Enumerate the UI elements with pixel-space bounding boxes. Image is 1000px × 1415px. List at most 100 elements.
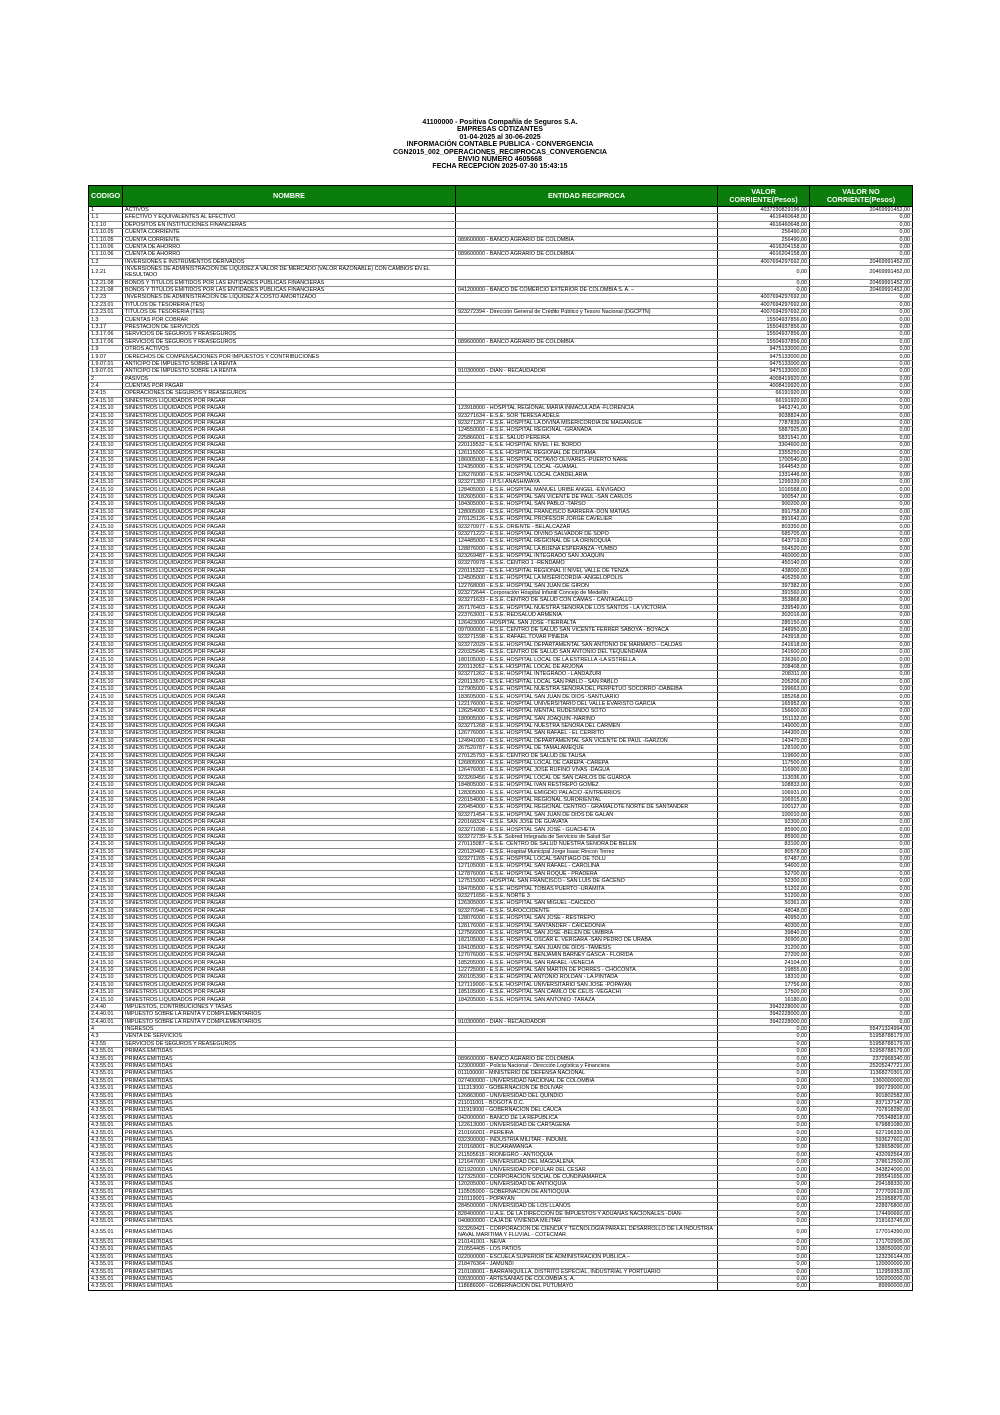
table-row: 4.3.55.01 PRIMAS EMITIDAS 022000000 - ESCU… (88, 1253, 913, 1262)
account-name-cell: SINIESTROS LIQUIDADOS POR PAGAR (122, 914, 456, 923)
account-name-cell: OPERACIONES DE SEGUROS Y REASEGUROS (122, 389, 456, 398)
entity-cell: 923271268 - E.S.E. HOSPITAL NUESTRA SEÑO… (455, 722, 718, 731)
current-value-cell: 36900,00 (717, 936, 810, 945)
noncurrent-value-cell: 0,00 (809, 1010, 913, 1019)
entity-cell: 122613000 - UNIVERSIDAD DE CARTAGENA (455, 1121, 718, 1130)
account-name-cell: PRIMAS EMITIDAS (122, 1210, 456, 1219)
code-cell: 2.4.15.10 (88, 426, 123, 435)
account-name-cell: SINIESTROS LIQUIDADOS POR PAGAR (122, 619, 456, 627)
noncurrent-value-cell: 295541656,00 (809, 1173, 913, 1182)
entity-cell: 124350000 - E.S.E. HOSPITAL LOCAL -GUAMA… (455, 463, 718, 472)
noncurrent-value-cell: 0,00 (809, 559, 913, 568)
table-row: 2.4.15.10 SINIESTROS LIQUIDADOS POR PAGAR… (88, 426, 913, 435)
entity-cell: 923272739- E.S.E. Subred Integrada de Se… (455, 833, 718, 842)
code-cell: 4.3.55.01 (88, 1158, 123, 1167)
noncurrent-value-cell: 0,00 (809, 641, 913, 650)
table-row: 1.9.07 DERECHOS DE COMPENSACIONES POR IMP… (88, 352, 913, 361)
current-value-cell: 256490,00 (717, 236, 810, 244)
code-cell: 4 (88, 1025, 123, 1034)
code-cell: 2.4.15.10 (88, 707, 123, 716)
entity-cell: 923272394 - Dirección General de Crédito… (455, 308, 718, 317)
account-name-cell: PRIMAS EMITIDAS (122, 1253, 456, 1262)
current-value-cell: 643719,00 (717, 537, 810, 546)
code-cell: 2.4.15.10 (88, 493, 123, 502)
code-cell: 4.3.55.01 (88, 1121, 123, 1130)
current-value-cell: 66191920,00 (717, 397, 810, 406)
noncurrent-value-cell: 0,00 (809, 537, 913, 546)
noncurrent-value-cell: 0,00 (809, 936, 913, 945)
entity-cell (455, 1032, 718, 1041)
noncurrent-value-cell: 0,00 (809, 774, 913, 783)
entity-cell: 097000000 - E.S.E. CENTRO DE SALUD SAN V… (455, 626, 718, 635)
table-row: 4.3.55.01 PRIMAS EMITIDAS 120205000 - UNIV… (88, 1180, 913, 1189)
table-row: 2.4.15.10 SINIESTROS LIQUIDADOS POR PAGAR… (88, 648, 913, 657)
code-cell: 4.3.55.01 (88, 1188, 123, 1196)
entity-cell: 182605000 - E.S.E. HOSPITAL SAN VICENTE … (455, 493, 718, 502)
table-row: 2.4.15.10 SINIESTROS LIQUIDADOS POR PAGAR… (88, 574, 913, 583)
current-value-cell: 243918,00 (717, 633, 810, 642)
code-cell: 2.4.40 (88, 1003, 123, 1012)
entity-cell: 923271634 - E.S.E. SOR TERESA ADELE (455, 412, 718, 420)
current-value-cell: 285150,00 (717, 619, 810, 627)
account-name-cell: SINIESTROS LIQUIDADOS POR PAGAR (122, 449, 456, 457)
entity-cell: 111313000 - GOBERNACIÓN DE BOLIVAR (455, 1084, 718, 1093)
current-value-cell: 3942228000,00 (717, 1003, 810, 1012)
entity-cell (455, 221, 718, 230)
noncurrent-value-cell: 0,00 (809, 404, 913, 413)
entity-cell (455, 389, 718, 398)
column-header-codigo: CODIGO (88, 185, 123, 207)
account-name-cell: SINIESTROS LIQUIDADOS POR PAGAR (122, 493, 456, 502)
entity-cell: 923271633 - E.S.E. CENTRO DE SALUD CON C… (455, 596, 718, 605)
entity-cell: 270125126 - E.S.E. HOSPITAL PROFESOR JOR… (455, 515, 718, 524)
code-cell: 2.4.15.10 (88, 478, 123, 487)
current-value-cell: 248950,00 (717, 626, 810, 635)
noncurrent-value-cell: 378612500,00 (809, 1158, 913, 1167)
account-name-cell: SINIESTROS LIQUIDADOS POR PAGAR (122, 981, 456, 990)
code-cell: 1.3.17.06 (88, 330, 123, 339)
noncurrent-value-cell: 0,00 (809, 1018, 913, 1027)
account-name-cell: DERECHOS DE COMPENSACIONES POR IMPUESTOS… (122, 352, 456, 361)
noncurrent-value-cell: 20469991452,00 (809, 258, 913, 267)
noncurrent-value-cell: 0,00 (809, 1003, 913, 1012)
entity-cell: 923271656 - E.S.E. NORTE 3 (455, 892, 718, 901)
code-cell: 2.4.15.10 (88, 774, 123, 783)
noncurrent-value-cell: 0,00 (809, 944, 913, 953)
entity-cell (455, 228, 718, 237)
entity-cell: 127105000 - E.S.E. HOSPITAL SAN RAFAEL -… (455, 862, 718, 871)
current-value-cell: 4037290829196,00 (717, 206, 810, 215)
code-cell: 2.4.40.01 (88, 1010, 123, 1019)
entity-cell: 910300000 - DIAN - RECAUDADOR (455, 1018, 718, 1027)
code-cell: 2.4.15.10 (88, 559, 123, 568)
code-cell: 4.3.55.01 (88, 1275, 123, 1284)
current-value-cell: 116900,00 (717, 766, 810, 775)
account-name-cell: PRIMAS EMITIDAS (122, 1275, 456, 1284)
report-header: 41100000 - Positiva Compañía de Seguros … (0, 119, 1000, 171)
entity-cell: 923271262 - E.S.E. HOSPITAL INTEGRADO - … (455, 670, 718, 679)
noncurrent-value-cell: 990729000,00 (809, 1084, 913, 1093)
noncurrent-value-cell: 0,00 (809, 655, 913, 664)
code-cell: 4.3.55.01 (88, 1245, 123, 1254)
noncurrent-value-cell: 11368270301,00 (809, 1069, 913, 1078)
table-row: 2.4.15.10 SINIESTROS LIQUIDADOS POR PAGAR… (88, 663, 913, 672)
noncurrent-value-cell: 0,00 (809, 670, 913, 679)
table-row: 2.4.15.10 SINIESTROS LIQUIDADOS POR PAGAR… (88, 626, 913, 635)
account-name-cell: SINIESTROS LIQUIDADOS POR PAGAR (122, 530, 456, 539)
code-cell: 2.4.15.10 (88, 567, 123, 576)
account-name-cell: SINIESTROS LIQUIDADOS POR PAGAR (122, 412, 456, 420)
entity-cell: 128305000 - E.S.E. HOSPITAL EMIGDIO PALA… (455, 788, 718, 797)
account-name-cell: INVERSIONES DE ADMINISTRACIÓN DE LIQUIDE… (122, 265, 456, 280)
account-name-cell: SINIESTROS LIQUIDADOS POR PAGAR (122, 729, 456, 738)
current-value-cell: 0,00 (717, 286, 810, 295)
current-value-cell: 50361,00 (717, 899, 810, 908)
current-value-cell: 205206,00 (717, 678, 810, 687)
column-header-nombre: NOMBRE (122, 185, 456, 207)
account-name-cell: IMPUESTO SOBRE LA RENTA Y COMPLEMENTARIO… (122, 1010, 456, 1019)
noncurrent-value-cell: 0,00 (809, 367, 913, 376)
entity-cell: 220113052 - E.S.E. HOSPITAL LOCAL DE ARJ… (455, 663, 718, 672)
noncurrent-value-cell: 0,00 (809, 493, 913, 502)
current-value-cell: 31200,00 (717, 944, 810, 953)
noncurrent-value-cell: 0,00 (809, 574, 913, 583)
noncurrent-value-cell: 0,00 (809, 766, 913, 775)
entity-cell: 821920000 - UNIVERSIDAD POPULAR DEL CESA… (455, 1165, 718, 1174)
current-value-cell: 1016588,00 (717, 485, 810, 494)
